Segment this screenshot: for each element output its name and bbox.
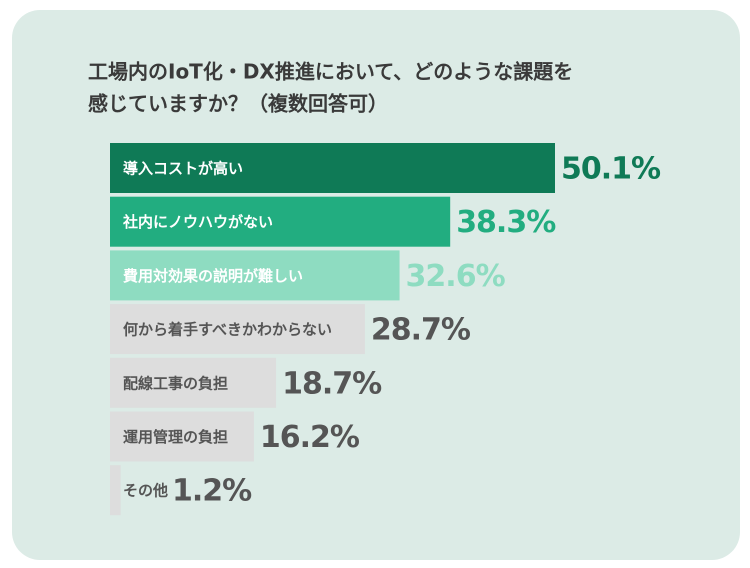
bar [110, 357, 277, 408]
value-label: 28.7% [371, 313, 471, 348]
bar [110, 143, 555, 193]
bar [110, 250, 400, 301]
bar [110, 304, 365, 355]
chart-title: 工場内のIoT化・DX推進において、どのような課題を [88, 60, 573, 84]
category-label: 配線工事の負担 [123, 374, 228, 392]
bar [110, 196, 451, 247]
category-label: 導入コストが高い [123, 160, 243, 178]
bar [110, 411, 254, 462]
value-label: 1.2% [172, 474, 252, 509]
value-label: 38.3% [456, 205, 556, 240]
value-label: 32.6% [406, 259, 506, 294]
category-label: 運用管理の負担 [123, 428, 228, 446]
category-label: 何から着手すべきかわからない [123, 321, 332, 339]
value-label: 16.2% [260, 420, 360, 455]
value-label: 18.7% [282, 366, 382, 401]
chart-title: 感じていますか？（複数回答可） [88, 92, 388, 116]
category-label: 費用対効果の説明が難しい [123, 267, 303, 285]
category-label: その他 [123, 482, 168, 500]
category-label: 社内にノウハウがない [122, 213, 273, 231]
bar [110, 465, 121, 516]
value-label: 50.1% [561, 152, 661, 187]
